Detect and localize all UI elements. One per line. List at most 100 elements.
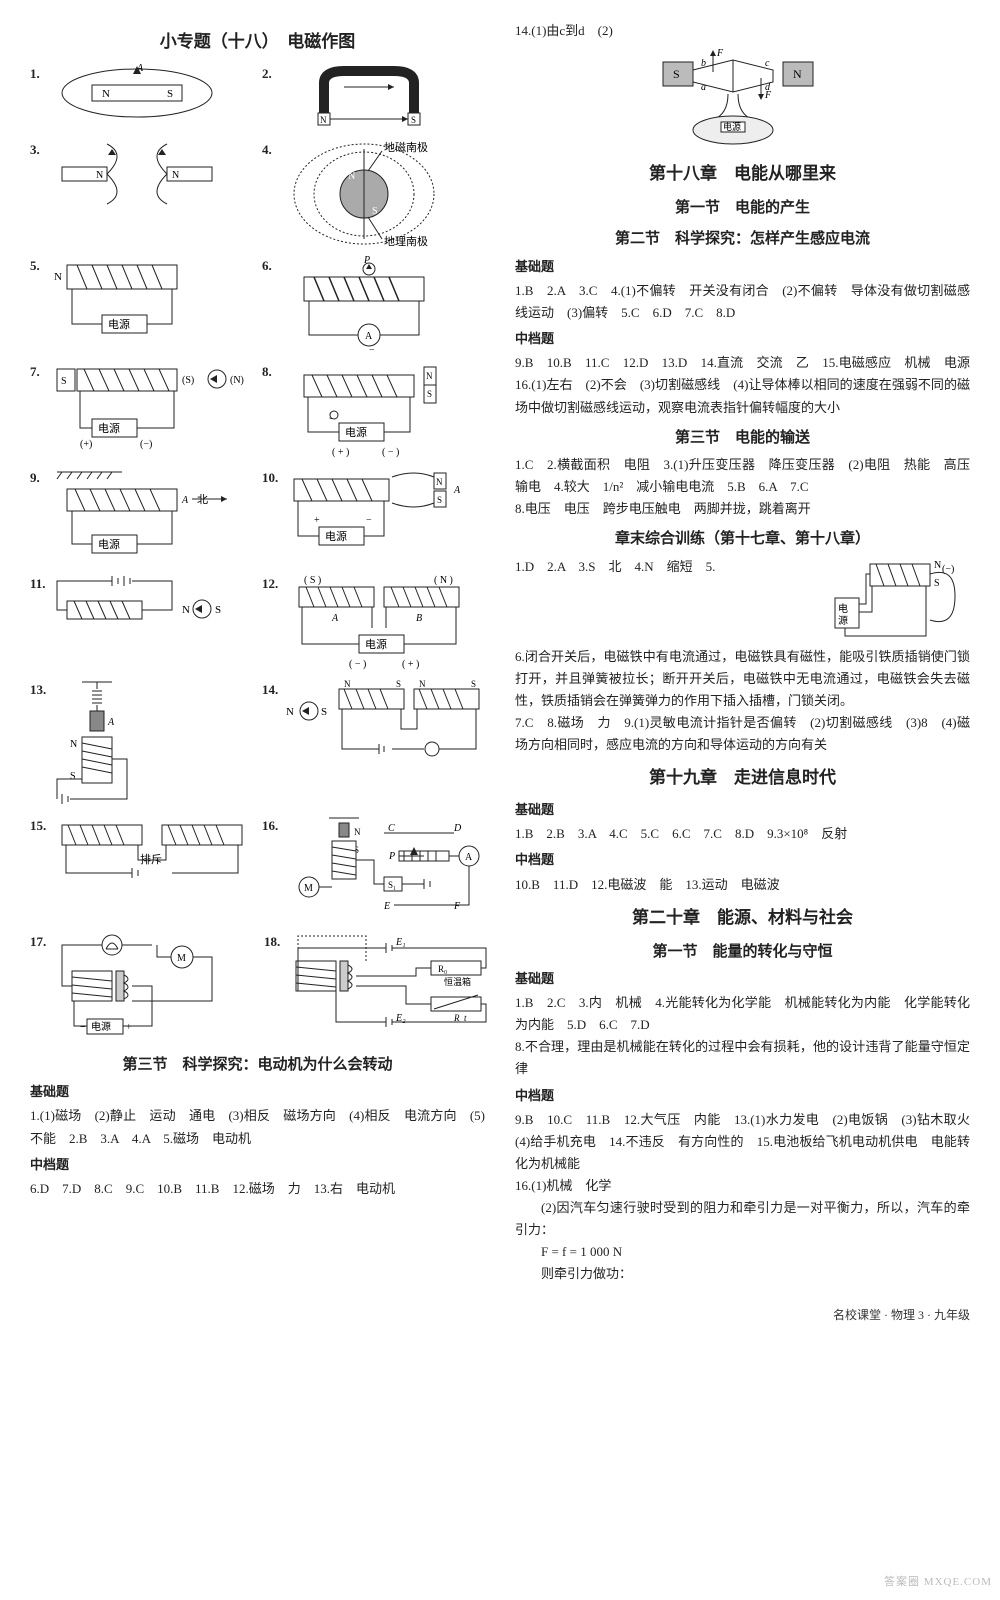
mid-label-3: 中档题 <box>515 849 970 871</box>
diagram-num-8: 8. <box>262 361 280 383</box>
svg-text:F: F <box>716 48 724 59</box>
ch20-16d: 则牵引力做功： <box>515 1263 970 1285</box>
ch18-s2-basic: 1.B 2.A 3.C 4.(1)不偏转 开关没有闭合 (2)不偏转 导体没有做… <box>515 280 970 324</box>
diagram-num-16: 16. <box>262 815 280 837</box>
svg-text:N: N <box>96 170 103 181</box>
diagram-num-1: 1. <box>30 63 48 85</box>
basic-label: 基础题 <box>30 1081 485 1103</box>
svg-text:电: 电 <box>838 602 848 615</box>
ch18-title: 第十八章 电能从哪里来 <box>515 160 970 189</box>
diagram-num-12: 12. <box>262 573 280 595</box>
svg-text:N: N <box>320 115 327 125</box>
spring-solenoid-icon: A N S <box>52 679 152 809</box>
svg-text:N: N <box>793 67 802 81</box>
thermostat-circuit-icon: E₁ E₂ R₀恒温箱 R_t <box>286 931 496 1046</box>
svg-text:S: S <box>411 115 416 125</box>
circuit-compass-icon: N S <box>52 573 242 653</box>
svg-text:电源: 电源 <box>98 421 120 435</box>
ch18-s2-mid: 9.B 10.B 11.C 12.D 13.D 14.直流 交流 乙 15.电磁… <box>515 352 970 418</box>
svg-text:A: A <box>331 613 339 624</box>
diagram-5: 5. N 电源 <box>30 255 252 355</box>
ch18-s3-ans2: 8.电压 电压 跨步电压触电 两脚并拢，跳着离开 <box>515 498 970 520</box>
svg-text:S: S <box>396 679 401 689</box>
svg-text:S: S <box>70 771 76 782</box>
svg-text:排斥: 排斥 <box>140 852 162 866</box>
ch20-s1: 第一节 能量的转化与守恒 <box>515 939 970 965</box>
diagram-14: 14. N S NS NS <box>262 679 504 809</box>
earth-field-icon: N S 地磁南极 地理南极 <box>284 139 474 249</box>
svg-text:N: N <box>344 679 351 689</box>
svg-text:N: N <box>172 170 179 181</box>
review-7: 7.C 8.磁场 力 9.(1)灵敏电流计指针是否偏转 (2)切割磁感线 (3)… <box>515 712 970 756</box>
svg-text:S: S <box>437 495 442 505</box>
svg-text:−: − <box>369 345 375 355</box>
two-solenoid-circuit-icon: ( S ) ( N ) A B 电源 <box>284 573 484 673</box>
svg-text:电源: 电源 <box>345 425 367 439</box>
diagram-13: 13. A N S <box>30 679 252 809</box>
svg-text:地理南极: 地理南极 <box>384 234 428 248</box>
svg-text:A: A <box>365 331 373 342</box>
svg-text:电源: 电源 <box>365 637 387 651</box>
svg-text:N: N <box>436 477 443 487</box>
bar-magnet-icon: N S A <box>52 63 222 123</box>
svg-text:电源: 电源 <box>723 121 741 132</box>
diagram-num-10: 10. <box>262 467 280 489</box>
svg-text:c: c <box>765 58 770 69</box>
ch20-16c: F = f = 1 000 N <box>515 1241 970 1263</box>
diagram-16: 16. N C D S P A <box>262 815 504 925</box>
diagram-num-18: 18. <box>264 931 282 953</box>
svg-text:A: A <box>453 485 461 496</box>
right-column: 14.(1)由c到d (2) S N b c a d F F 电源 第十八章 电… <box>515 20 970 1285</box>
svg-text:B: B <box>416 613 422 624</box>
page-footer: 名校课堂 · 物理 3 · 九年级 <box>30 1305 970 1325</box>
ch20-mid: 9.B 10.C 11.B 12.大气压 内能 13.(1)水力发电 (2)电饭… <box>515 1109 970 1175</box>
motor-force-icon: S N b c a d F F 电源 <box>643 42 843 152</box>
svg-text:S: S <box>321 706 327 718</box>
diagram-2: 2. N S <box>262 63 504 133</box>
svg-text:D: D <box>453 823 462 834</box>
sec3-mid-answers: 6.D 7.D 8.C 9.C 10.B 11.B 12.磁场 力 13.右 电… <box>30 1178 485 1200</box>
svg-text:电源: 电源 <box>98 537 120 551</box>
svg-text:N: N <box>354 827 361 837</box>
ch18-s2: 第二节 科学探究：怎样产生感应电流 <box>515 226 970 252</box>
svg-text:S₁: S₁ <box>388 880 396 890</box>
left-column: 小专题（十八） 电磁作图 1. N S A 2. <box>30 20 485 1285</box>
svg-text:C: C <box>388 823 395 834</box>
svg-text:N: N <box>102 88 110 100</box>
svg-text:S: S <box>372 206 378 217</box>
two-solenoids-icon: N S A 电源 +− <box>284 467 474 562</box>
svg-text:地磁南极: 地磁南极 <box>384 140 428 154</box>
solenoid-icon: N 电源 <box>52 255 232 345</box>
svg-text:M: M <box>304 883 313 894</box>
diagram-15: 15. 排斥 <box>30 815 252 925</box>
ch18-s1: 第一节 电能的产生 <box>515 195 970 221</box>
svg-text:电源: 电源 <box>108 317 130 331</box>
svg-text:S: S <box>427 389 432 399</box>
q14-label: 14.(1)由c到d (2) <box>515 23 613 38</box>
svg-text:电源: 电源 <box>325 529 347 543</box>
svg-text:N: N <box>419 679 426 689</box>
diagram-num-3: 3. <box>30 139 48 161</box>
basic-label-2: 基础题 <box>515 256 970 278</box>
diagram-num-15: 15. <box>30 815 48 837</box>
watermark: 答案圈 MXQE.COM <box>884 1573 992 1592</box>
svg-text:+: + <box>126 1022 132 1033</box>
diagram-num-5: 5. <box>30 255 48 277</box>
review-title: 章末综合训练（第十七章、第十八章） <box>515 526 970 552</box>
svg-text:E₁: E₁ <box>395 937 406 948</box>
mid-label: 中档题 <box>30 1154 485 1176</box>
svg-text:( + ): ( + ) <box>402 659 419 670</box>
svg-text:S: S <box>167 88 173 100</box>
svg-text:R₀: R₀ <box>438 964 447 974</box>
solenoid-vertical-magnet-icon: N S 电源 S ( + ) ( − ) <box>284 361 474 461</box>
svg-text:N: N <box>426 371 433 381</box>
diagram-17-18: 17. M 电源 +− 18. <box>30 931 504 1046</box>
diagram-num-2: 2. <box>262 63 280 85</box>
diagram-12: 12. ( S ) ( N ) A B 电源 <box>262 573 504 673</box>
diagram-1: 1. N S A <box>30 63 252 133</box>
diagram-4: 4. N S 地磁南极 地理南极 <box>262 139 504 249</box>
svg-text:N: N <box>934 560 941 571</box>
diagram-num-9: 9. <box>30 467 48 489</box>
svg-text:M: M <box>177 953 186 964</box>
svg-text:−: − <box>366 515 372 526</box>
